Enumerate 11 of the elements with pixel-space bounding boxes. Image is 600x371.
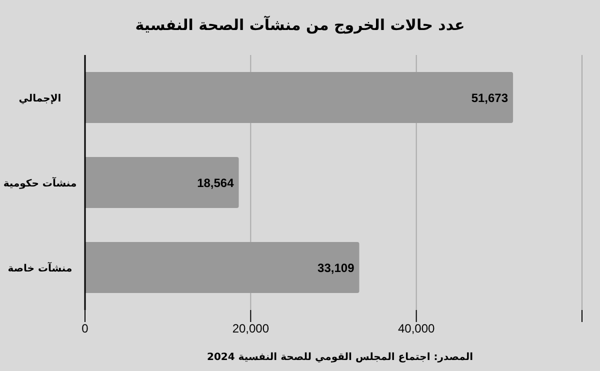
y-tick-label: منشآت حكومية xyxy=(3,176,77,190)
data-label: 51,673 xyxy=(471,90,508,105)
data-label: 33,109 xyxy=(318,260,355,275)
data-label: 18,564 xyxy=(197,176,234,190)
text: المصدر: اجتماع المجلس القومي للصحة النفسية 2024 xyxy=(206,352,474,363)
x-tick-label: 20,000 xyxy=(232,322,270,336)
x-tick-label: 0 xyxy=(82,322,89,336)
x-tick-label: 40,000 xyxy=(398,322,436,336)
y-tick-label: الإجمالي xyxy=(18,94,62,104)
y-tick-label: منشآت خاصة xyxy=(8,262,72,274)
chart-title: عدد حالات الخروج من منشآت الصحة النفسية xyxy=(134,14,466,36)
